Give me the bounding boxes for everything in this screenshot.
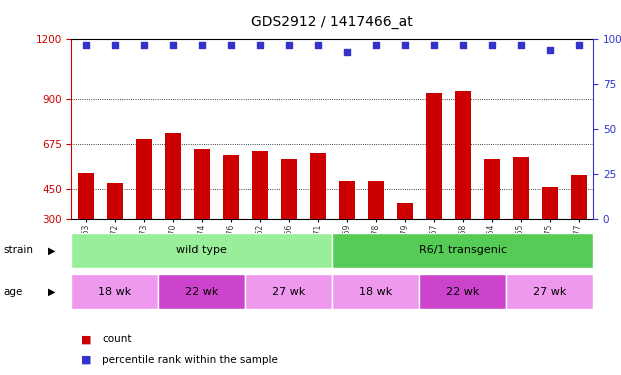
Text: ■: ■ (81, 355, 91, 365)
Point (545, 47, 555, 53)
Bar (339, 182, 355, 219)
Text: 22 wk: 22 wk (446, 286, 479, 297)
Text: age: age (3, 286, 22, 297)
Bar (571, 176, 586, 219)
Text: strain: strain (3, 245, 33, 255)
Bar (78, 173, 94, 219)
Point (110, 42, 120, 48)
Bar (165, 134, 181, 219)
Point (284, 42, 294, 48)
Text: 27 wk: 27 wk (272, 286, 306, 297)
Point (255, 42, 265, 48)
Bar (252, 152, 268, 219)
Point (458, 42, 468, 48)
Text: GDS2912 / 1417466_at: GDS2912 / 1417466_at (252, 15, 413, 29)
Text: 18 wk: 18 wk (359, 286, 392, 297)
Bar (281, 159, 297, 219)
Bar (158, 274, 245, 309)
Bar (136, 140, 152, 219)
Point (574, 42, 584, 48)
Bar (71, 274, 158, 309)
Point (487, 42, 497, 48)
Text: wild type: wild type (176, 245, 227, 255)
Point (168, 42, 178, 48)
Bar (332, 232, 593, 268)
Bar (368, 182, 384, 219)
Bar (71, 232, 332, 268)
Point (226, 42, 236, 48)
Text: 27 wk: 27 wk (533, 286, 566, 297)
Bar (484, 159, 499, 219)
Bar (542, 188, 558, 219)
Bar (194, 149, 210, 219)
Point (197, 42, 207, 48)
Text: ▶: ▶ (48, 245, 55, 255)
Point (400, 42, 410, 48)
Bar (107, 183, 123, 219)
Point (139, 42, 149, 48)
Text: ▶: ▶ (48, 286, 55, 297)
Bar (245, 274, 332, 309)
Point (313, 42, 323, 48)
Bar (332, 274, 419, 309)
Point (81, 42, 91, 48)
Text: percentile rank within the sample: percentile rank within the sample (102, 355, 278, 365)
Point (515, 42, 525, 48)
Bar (397, 203, 412, 219)
Point (428, 42, 438, 48)
Bar (310, 153, 325, 219)
Text: 18 wk: 18 wk (98, 286, 132, 297)
Bar (223, 155, 238, 219)
Bar (455, 92, 471, 219)
Text: R6/1 transgenic: R6/1 transgenic (419, 245, 507, 255)
Text: 22 wk: 22 wk (185, 286, 219, 297)
Bar (425, 93, 442, 219)
Point (342, 49, 351, 55)
Text: count: count (102, 334, 132, 344)
Bar (506, 274, 593, 309)
Point (371, 42, 381, 48)
Bar (513, 158, 528, 219)
Bar (419, 274, 506, 309)
Text: ■: ■ (81, 334, 91, 344)
